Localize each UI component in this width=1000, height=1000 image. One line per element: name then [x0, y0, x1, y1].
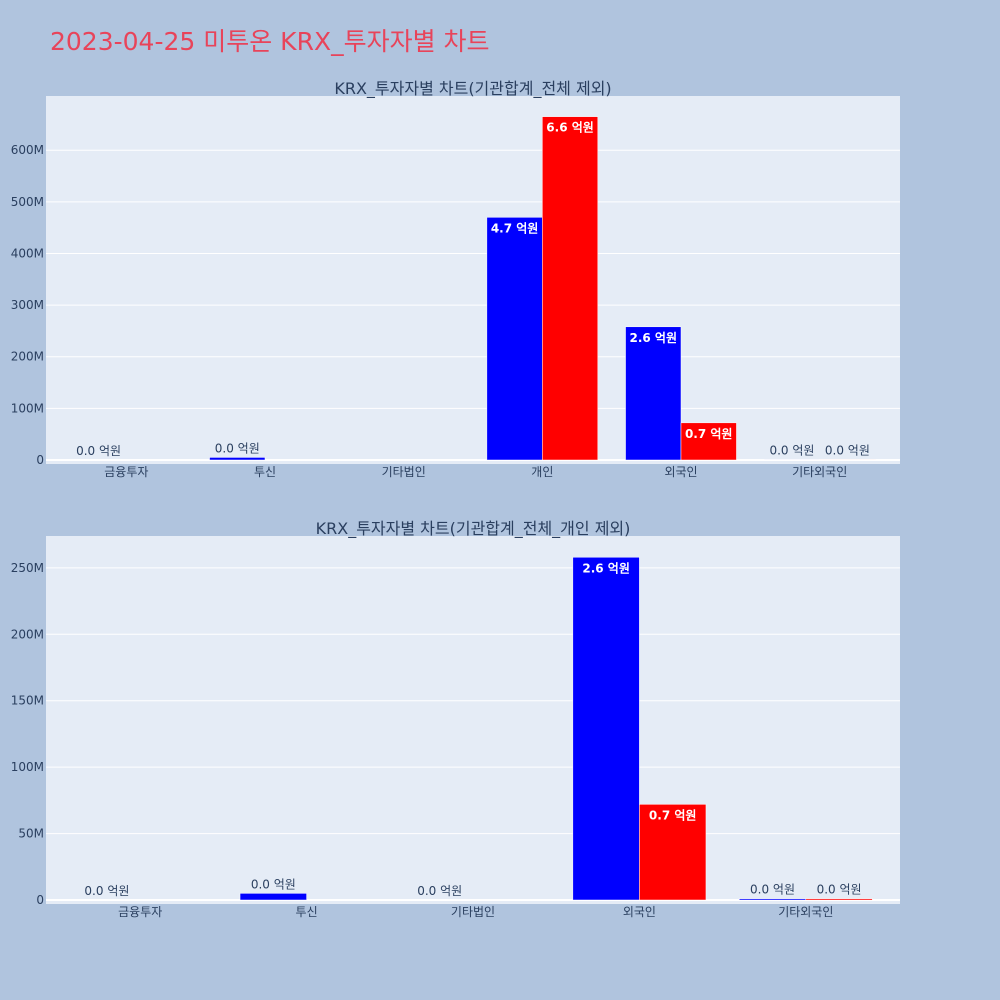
x-tick-label: 외국인 — [623, 905, 656, 919]
x-tick-label: 외국인 — [664, 465, 697, 479]
y-tick-label: 100M — [11, 401, 44, 415]
x-tick-label: 투신 — [296, 905, 318, 919]
data-label: 0.0 억원 — [84, 884, 129, 898]
y-tick-label: 200M — [11, 627, 44, 641]
y-tick-label: 200M — [11, 350, 44, 364]
data-label: 4.7 억원 — [491, 221, 539, 235]
bar-series-1 — [209, 457, 266, 461]
y-tick-label: 600M — [11, 143, 44, 157]
bar-series-2 — [805, 898, 873, 901]
data-label: 0.0 억원 — [769, 443, 814, 457]
data-label: 6.6 억원 — [546, 121, 594, 135]
bar-series-1 — [572, 557, 640, 901]
bar-series-1 — [763, 459, 820, 461]
bar-series-1 — [738, 898, 807, 901]
bar-series-2 — [639, 804, 707, 901]
y-tick-label: 0 — [36, 453, 44, 467]
plot-area-1 — [46, 96, 900, 464]
chart-title: KRX_투자자별 차트(기관합계_전체 제외) — [334, 79, 611, 99]
bar-series-1 — [486, 217, 543, 461]
chart-title: KRX_투자자별 차트(기관합계_전체_개인 제외) — [316, 519, 631, 539]
y-tick-label: 300M — [11, 298, 44, 312]
x-tick-label: 투신 — [254, 465, 276, 479]
y-tick-label: 500M — [11, 195, 44, 209]
data-label: 0.7 억원 — [685, 427, 733, 441]
y-tick-label: 250M — [11, 561, 44, 575]
data-label: 0.0 억원 — [750, 883, 795, 897]
x-tick-label: 기타법인 — [382, 465, 426, 479]
data-label: 0.0 억원 — [825, 443, 870, 457]
y-tick-label: 0 — [36, 893, 44, 907]
data-label: 0.0 억원 — [215, 441, 260, 455]
y-tick-label: 50M — [18, 827, 44, 841]
x-tick-label: 개인 — [531, 465, 553, 479]
y-tick-label: 150M — [11, 694, 44, 708]
data-label: 0.7 억원 — [649, 808, 697, 822]
bar-series-2 — [819, 459, 876, 461]
bar-series-2 — [680, 422, 737, 461]
y-tick-label: 400M — [11, 246, 44, 260]
x-tick-label: 금융투자 — [104, 465, 148, 479]
x-tick-label: 기타외국인 — [792, 465, 847, 479]
data-label: 0.0 억원 — [417, 884, 462, 898]
x-tick-label: 기타외국인 — [778, 905, 833, 919]
data-label: 0.0 억원 — [817, 883, 862, 897]
data-label: 0.0 억원 — [76, 444, 121, 458]
bar-series-1 — [625, 326, 682, 461]
x-tick-label: 금융투자 — [118, 905, 162, 919]
plot-area-2 — [46, 536, 900, 904]
data-label: 2.6 억원 — [630, 331, 678, 345]
data-label: 2.6 억원 — [582, 561, 630, 575]
bar-series-1 — [239, 893, 307, 901]
x-tick-label: 기타법인 — [451, 905, 495, 919]
data-label: 0.0 억원 — [251, 877, 296, 891]
bar-series-2 — [542, 116, 599, 461]
y-tick-label: 100M — [11, 760, 44, 774]
page-title: 2023-04-25 미투온 KRX_투자자별 차트 — [50, 27, 490, 56]
